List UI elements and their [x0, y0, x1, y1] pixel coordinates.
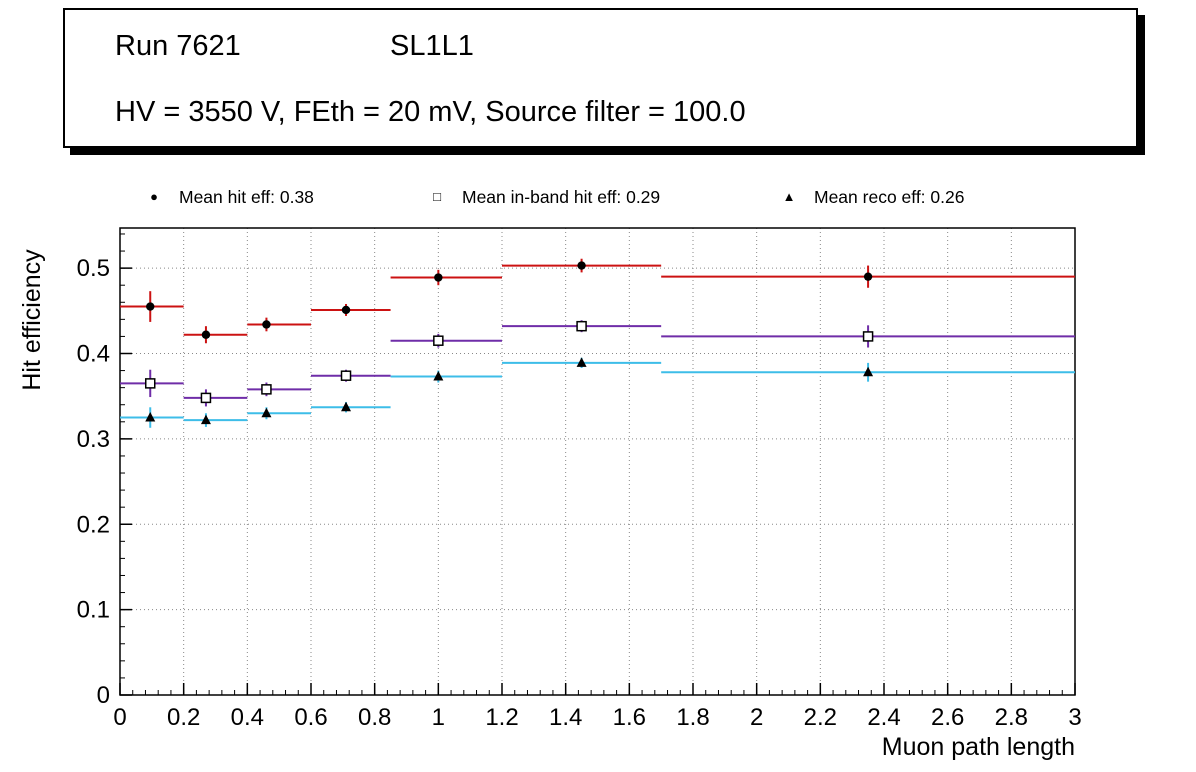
data-point-filled-triangle — [261, 407, 272, 418]
y-tick-label: 0.1 — [77, 597, 110, 624]
x-tick-label: 1.6 — [613, 704, 646, 731]
y-tick-label: 0 — [97, 682, 110, 709]
data-point-open-square — [144, 378, 156, 389]
data-point-filled-triangle — [433, 371, 444, 381]
legend-entry: □ Mean in-band hit eff: 0.29 — [426, 182, 660, 212]
data-point-filled-circle — [434, 273, 443, 282]
x-tick-label: 1.2 — [485, 704, 518, 731]
data-point-filled-triangle — [341, 401, 352, 412]
data-point-filled-circle — [577, 261, 586, 270]
run-label: Run 7621 — [115, 30, 241, 62]
data-point-filled-triangle — [863, 366, 874, 377]
y-axis-title: Hit efficiency — [18, 249, 46, 391]
legend-entry: ▲ Mean reco eff: 0.26 — [778, 182, 965, 212]
y-tick-label: 0.2 — [77, 511, 110, 538]
data-point-filled-triangle — [576, 357, 587, 367]
y-tick-label: 0.4 — [77, 341, 110, 368]
x-tick-label: 2 — [750, 704, 763, 731]
conditions-label: HV = 3550 V, FEth = 20 mV, Source filter… — [115, 96, 746, 128]
chamber-label: SL1L1 — [390, 30, 474, 62]
x-tick-label: 0.4 — [231, 704, 264, 731]
legend-label: Mean in-band hit eff: 0.29 — [462, 186, 661, 207]
x-tick-label: 2.8 — [995, 704, 1028, 731]
data-point-filled-circle — [201, 330, 211, 339]
y-tick-label: 0.3 — [77, 426, 110, 453]
data-point-open-square — [862, 331, 874, 342]
legend-label: Mean reco eff: 0.26 — [814, 186, 965, 207]
x-tick-label: 0 — [113, 704, 126, 731]
data-point-filled-triangle — [200, 414, 211, 425]
data-point-filled-circle — [341, 305, 351, 315]
legend: ● Mean hit eff: 0.38 □ Mean in-band hit … — [0, 182, 1196, 212]
data-point-filled-circle — [262, 320, 271, 329]
y-tick-label: 0.5 — [77, 255, 110, 282]
x-tick-label: 2.6 — [931, 704, 964, 731]
data-point-filled-circle — [863, 272, 873, 281]
data-point-open-square — [261, 384, 272, 395]
data-point-open-square — [340, 370, 352, 381]
plot-frame — [119, 227, 1076, 696]
data-point-filled-circle — [146, 302, 155, 311]
x-tick-label: 2.2 — [804, 704, 837, 731]
x-tick-label: 0.2 — [167, 704, 200, 731]
data-point-open-square — [433, 335, 444, 346]
x-tick-label: 1 — [432, 704, 445, 731]
title-box: Run 7621 SL1L1 HV = 3550 V, FEth = 20 mV… — [63, 8, 1138, 148]
filled-circle-marker-icon: ● — [150, 189, 158, 204]
x-tick-label: 2.4 — [867, 704, 900, 731]
x-tick-label: 0.6 — [294, 704, 327, 731]
data-point-open-square — [576, 320, 587, 332]
legend-label: Mean hit eff: 0.38 — [179, 186, 314, 207]
data-point-open-square — [200, 392, 212, 404]
x-axis-title: Muon path length — [882, 733, 1075, 761]
legend-entry: ● Mean hit eff: 0.38 — [143, 182, 314, 212]
filled-triangle-marker-icon: ▲ — [782, 189, 796, 204]
x-tick-label: 0.8 — [358, 704, 391, 731]
x-tick-label: 3 — [1068, 704, 1081, 731]
x-tick-label: 1.8 — [676, 704, 709, 731]
data-point-filled-triangle — [145, 412, 156, 422]
x-tick-label: 1.4 — [549, 704, 582, 731]
open-square-marker-icon: □ — [433, 189, 441, 204]
